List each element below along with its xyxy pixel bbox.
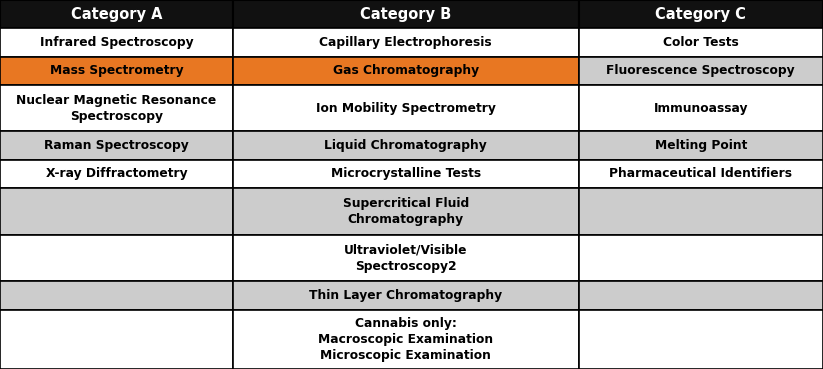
Text: Nuclear Magnetic Resonance
Spectroscopy: Nuclear Magnetic Resonance Spectroscopy [16, 94, 216, 123]
Text: Capillary Electrophoresis: Capillary Electrophoresis [319, 36, 492, 49]
Bar [0, 281, 233, 310]
Bar [233, 56, 579, 85]
Bar [0, 85, 233, 131]
Bar [579, 281, 823, 310]
Text: X-ray Diffractometry: X-ray Diffractometry [45, 168, 188, 180]
Bar [233, 85, 579, 131]
Text: Infrared Spectroscopy: Infrared Spectroscopy [40, 36, 193, 49]
Bar [0, 235, 233, 281]
Bar [579, 85, 823, 131]
Bar [579, 56, 823, 85]
Text: Fluorescence Spectroscopy: Fluorescence Spectroscopy [607, 64, 795, 77]
Text: Ion Mobility Spectrometry: Ion Mobility Spectrometry [316, 101, 495, 115]
Bar [233, 0, 579, 28]
Bar [0, 28, 233, 56]
Bar [233, 160, 579, 188]
Text: Color Tests: Color Tests [663, 36, 739, 49]
Text: Raman Spectroscopy: Raman Spectroscopy [44, 139, 188, 152]
Bar [0, 160, 233, 188]
Bar [233, 310, 579, 369]
Text: Microcrystalline Tests: Microcrystalline Tests [331, 168, 481, 180]
Bar [579, 0, 823, 28]
Bar [579, 235, 823, 281]
Text: Ultraviolet/Visible
Spectroscopy2: Ultraviolet/Visible Spectroscopy2 [344, 244, 467, 273]
Bar [233, 28, 579, 56]
Text: Gas Chromatography: Gas Chromatography [332, 64, 479, 77]
Bar [579, 310, 823, 369]
Bar [579, 160, 823, 188]
Text: Supercritical Fluid
Chromatography: Supercritical Fluid Chromatography [342, 197, 469, 226]
Bar [579, 28, 823, 56]
Bar [233, 131, 579, 160]
Bar [0, 188, 233, 235]
Text: Melting Point: Melting Point [654, 139, 747, 152]
Text: Pharmaceutical Identifiers: Pharmaceutical Identifiers [609, 168, 793, 180]
Bar [0, 0, 233, 28]
Text: Mass Spectrometry: Mass Spectrometry [49, 64, 184, 77]
Text: Cannabis only:
Macroscopic Examination
Microscopic Examination: Cannabis only: Macroscopic Examination M… [319, 317, 493, 362]
Bar [233, 235, 579, 281]
Bar [233, 188, 579, 235]
Text: Category B: Category B [360, 7, 451, 22]
Bar [0, 310, 233, 369]
Bar [0, 56, 233, 85]
Text: Category A: Category A [71, 7, 162, 22]
Bar [0, 131, 233, 160]
Bar [579, 131, 823, 160]
Text: Category C: Category C [655, 7, 746, 22]
Text: Liquid Chromatography: Liquid Chromatography [324, 139, 487, 152]
Bar [579, 188, 823, 235]
Bar [233, 281, 579, 310]
Text: Thin Layer Chromatography: Thin Layer Chromatography [309, 289, 502, 302]
Text: Immunoassay: Immunoassay [653, 101, 748, 115]
